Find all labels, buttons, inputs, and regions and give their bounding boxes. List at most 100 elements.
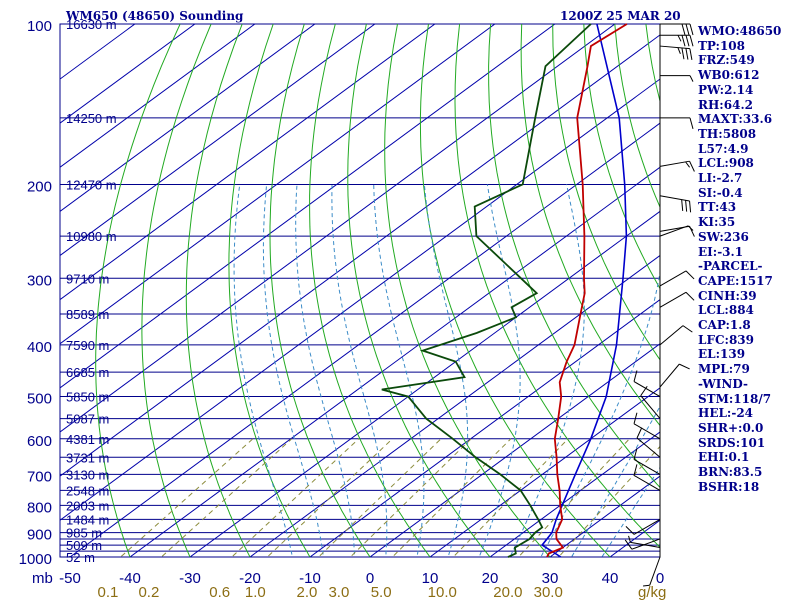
height-label: 2003 m (66, 498, 109, 513)
isotherm-line (69, 122, 660, 557)
pressure-label: 500 (27, 391, 52, 408)
dry-adiabat (770, 24, 800, 568)
stat-line: TP:108 (698, 38, 746, 53)
wind-barb (625, 518, 661, 535)
isotherm-line (249, 254, 660, 557)
mixing-ratio-line (160, 438, 293, 557)
moist-adiabat (295, 184, 355, 557)
height-label: 16630 m (66, 17, 117, 32)
wind-barb (633, 370, 661, 397)
x-unit-label: mb (32, 570, 53, 587)
stat-line: TH:5808 (698, 126, 757, 141)
wind-barb (660, 75, 694, 82)
mixing-ratio-line (231, 438, 360, 557)
stat-line: CAPE:1517 (698, 273, 773, 288)
isotherm-line (60, 24, 496, 345)
stat-line: MAXT:33.6 (698, 112, 773, 127)
pressure-label: 200 (27, 178, 52, 195)
height-label: 1484 m (66, 512, 109, 527)
stat-line: WB0:612 (698, 68, 760, 83)
wind-barb (659, 363, 690, 388)
stat-line: TT:43 (698, 200, 737, 215)
wind-barb (659, 45, 693, 60)
mixing-ratio-label: 0.1 (98, 584, 119, 600)
wind-barb (633, 464, 661, 491)
dry-adiabat (269, 24, 371, 557)
x-tick-label: 10 (422, 570, 439, 587)
temperature-trace (546, 23, 628, 558)
mixing-ratio-label: 3.0 (328, 584, 349, 600)
mixing-ratio-label: 10.0 (428, 584, 457, 600)
dry-adiabat (347, 24, 491, 557)
mixing-ratio-line (266, 438, 393, 557)
dry-adiabat (309, 24, 431, 557)
dry-adiabat (95, 24, 181, 557)
stat-line: WMO:48650 (698, 24, 782, 38)
height-label: 3731 m (66, 450, 109, 465)
parcel-trace (540, 23, 628, 558)
stat-line: SW:236 (698, 229, 749, 244)
stat-line: FRZ:549 (698, 53, 755, 68)
dry-adiabat (520, 24, 660, 427)
stat-line: RH:64.2 (698, 97, 753, 112)
isotherm-line (60, 24, 196, 124)
height-label: 52 m (66, 550, 95, 565)
isotherm-line (489, 431, 660, 557)
x-tick-label: -30 (179, 570, 201, 587)
pressure-label: 700 (27, 468, 52, 485)
dry-adiabat (552, 24, 660, 361)
wind-barb (624, 538, 661, 550)
x-tick-label: -50 (59, 570, 81, 587)
mixing-ratio-line (391, 438, 512, 557)
height-label: 14250 m (66, 111, 117, 126)
stat-line: EL:139 (698, 347, 746, 362)
stat-line: EHI:0.1 (698, 450, 750, 465)
mixing-ratio-unit: g/kg (638, 584, 666, 600)
mixing-ratio-label: 1.0 (245, 584, 266, 600)
isotherm-line (549, 475, 660, 557)
x-tick-label: 40 (602, 570, 619, 587)
height-label: 8589 m (66, 307, 109, 322)
mixing-ratio-line (119, 438, 254, 557)
wind-barb (659, 291, 695, 308)
wind-barb (628, 535, 661, 549)
mixing-ratio-line (349, 438, 472, 557)
stat-line: LI:-2.7 (698, 171, 743, 185)
isotherm-line (189, 210, 660, 557)
moist-adiabat (331, 184, 388, 557)
wind-barb (659, 325, 693, 346)
x-tick-label: 0 (366, 570, 374, 587)
moist-adiabat (423, 184, 469, 557)
height-label: 985 m (66, 526, 102, 541)
stat-line: EI:-3.1 (698, 244, 744, 259)
dry-adiabat (454, 24, 660, 549)
dry-adiabat (141, 24, 212, 557)
plot-frame (59, 23, 661, 558)
mixing-ratio-label: 20.0 (493, 584, 522, 600)
wind-barb (633, 412, 661, 440)
stat-line: LCL:884 (698, 303, 754, 318)
stat-line: L57:4.9 (698, 141, 749, 156)
mixing-ratio-label: 2.0 (296, 584, 317, 600)
pressure-label: 1000 (19, 551, 52, 568)
x-tick-label-extra: 0 (656, 570, 664, 587)
x-tick-label: -20 (239, 570, 261, 587)
stat-line: LCL:908 (698, 156, 754, 171)
dry-adiabat (185, 24, 251, 557)
isotherm-line (60, 24, 316, 213)
mixing-ratio-line (557, 445, 660, 557)
height-label: 3130 m (66, 467, 109, 482)
isotherm-line (60, 24, 256, 168)
stat-line: PW:2.14 (698, 82, 754, 97)
stat-line: STM:118/7 (698, 391, 772, 406)
x-tick-label: 30 (542, 570, 559, 587)
stat-line: -PARCEL- (698, 259, 763, 274)
dewpoint-trace (381, 23, 592, 558)
x-tick-label: -40 (119, 570, 141, 587)
mixing-ratio-line (452, 438, 569, 557)
height-label: 6685 m (66, 365, 109, 380)
isotherm-line (60, 24, 376, 257)
pressure-label: 300 (27, 272, 52, 289)
stat-line: SRDS:101 (698, 435, 766, 450)
isotherm-line (309, 299, 660, 557)
